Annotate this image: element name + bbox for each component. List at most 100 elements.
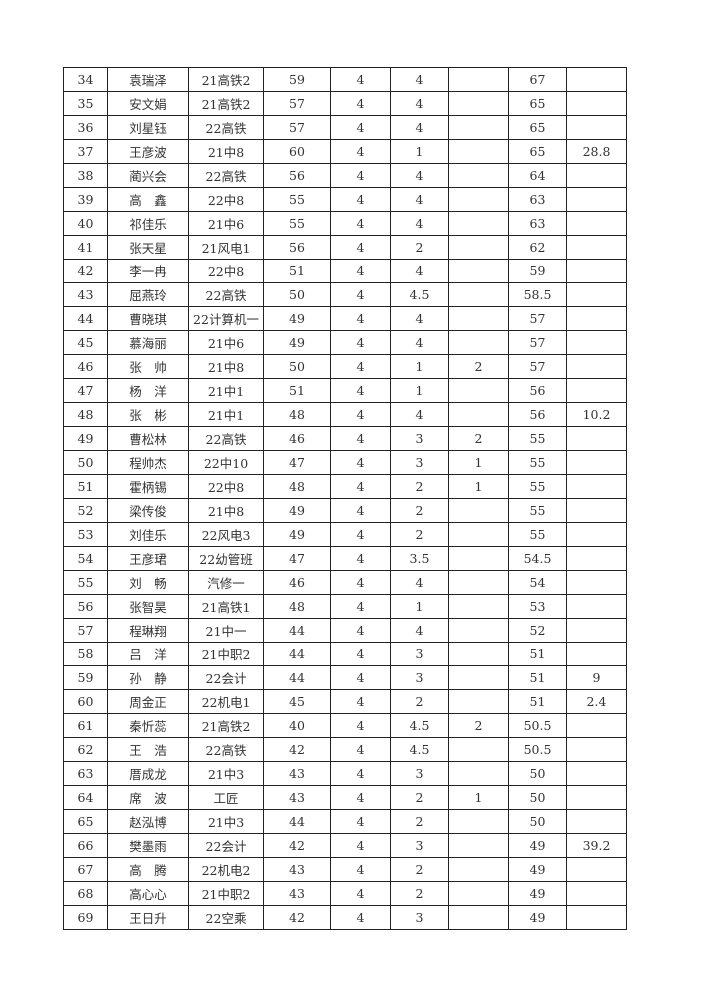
score-c-cell: 2 <box>390 785 449 811</box>
score-c-cell: 2 <box>390 521 449 547</box>
total-cell: 55 <box>508 521 567 547</box>
score-c-cell: 2 <box>390 234 449 260</box>
score-d-cell <box>448 330 509 356</box>
score-d-cell: 1 <box>448 450 509 475</box>
extra-cell <box>566 904 627 930</box>
score-b-cell: 4 <box>330 833 391 858</box>
table-row: 66 樊墨雨 22会计 42 4 3 49 39.2 <box>63 833 627 858</box>
rank-cell: 46 <box>63 354 108 380</box>
class-cell: 21中职2 <box>188 641 264 667</box>
score-d-cell <box>448 904 509 930</box>
score-b-cell: 4 <box>330 521 391 547</box>
score-c-cell: 4 <box>390 258 449 284</box>
rank-cell: 50 <box>63 450 108 475</box>
name-cell: 王 浩 <box>107 737 189 763</box>
table-row: 36 刘星钰 22高铁 57 4 4 65 <box>63 114 627 140</box>
table-row: 64 席 波工匠 43 4 2 1 50 <box>63 785 627 811</box>
score-d-cell: 2 <box>448 713 509 739</box>
name-cell: 慕海丽 <box>107 330 189 356</box>
name-cell: 曹晓琪 <box>107 306 189 332</box>
name-cell: 高心心 <box>107 880 189 906</box>
score-a-cell: 43 <box>263 856 331 882</box>
class-cell: 22中8 <box>188 258 264 284</box>
class-cell: 21中3 <box>188 761 264 787</box>
name-cell: 刘星钰 <box>107 114 189 140</box>
score-d-cell <box>448 856 509 882</box>
extra-cell <box>566 282 627 308</box>
rank-cell: 40 <box>63 210 108 236</box>
score-a-cell: 44 <box>263 617 331 643</box>
score-d-cell <box>448 162 509 188</box>
score-b-cell: 4 <box>330 904 391 930</box>
total-cell: 51 <box>508 641 567 667</box>
score-d-cell <box>448 569 509 595</box>
extra-cell <box>566 785 627 811</box>
score-c-cell: 1 <box>390 593 449 619</box>
total-cell: 54.5 <box>508 545 567 571</box>
score-b-cell: 4 <box>330 880 391 906</box>
class-cell: 22中8 <box>188 186 264 212</box>
score-a-cell: 43 <box>263 785 331 811</box>
total-cell: 50.5 <box>508 737 567 763</box>
score-b-cell: 4 <box>330 737 391 763</box>
score-a-cell: 48 <box>263 473 331 499</box>
score-c-cell: 4.5 <box>390 282 449 308</box>
name-cell: 刘 畅 <box>107 569 189 595</box>
score-a-cell: 44 <box>263 641 331 667</box>
table-row: 38 蔺兴会 22高铁 56 4 4 64 <box>63 162 627 188</box>
class-cell: 21中1 <box>188 378 264 404</box>
class-cell: 22中8 <box>188 473 264 499</box>
score-b-cell: 4 <box>330 138 391 164</box>
name-cell: 赵泓博 <box>107 809 189 834</box>
score-b-cell: 4 <box>330 785 391 811</box>
score-a-cell: 44 <box>263 809 331 834</box>
class-cell: 21中8 <box>188 497 264 523</box>
total-cell: 65 <box>508 90 567 116</box>
score-a-cell: 46 <box>263 569 331 595</box>
name-cell: 曹松林 <box>107 426 189 451</box>
score-c-cell: 2 <box>390 856 449 882</box>
table-row: 54 王彦珺 22幼管班 47 4 3.5 54.5 <box>63 545 627 571</box>
score-c-cell: 4.5 <box>390 737 449 763</box>
table-row: 35 安文娟 21高铁2 57 4 4 65 <box>63 90 627 116</box>
score-a-cell: 49 <box>263 497 331 523</box>
score-a-cell: 49 <box>263 306 331 332</box>
table-body: 34 袁瑞泽 21高铁2 59 4 4 67 35 安文娟 21高铁2 57 4 4 65 36 刘星钰 22高… <box>63 67 627 930</box>
total-cell: 49 <box>508 904 567 930</box>
class-cell: 22中10 <box>188 450 264 475</box>
score-a-cell: 57 <box>263 90 331 116</box>
rank-cell: 37 <box>63 138 108 164</box>
score-c-cell: 4 <box>390 569 449 595</box>
score-b-cell: 4 <box>330 258 391 284</box>
score-a-cell: 55 <box>263 186 331 212</box>
rank-cell: 57 <box>63 617 108 643</box>
rank-cell: 42 <box>63 258 108 284</box>
score-c-cell: 3 <box>390 904 449 930</box>
total-cell: 55 <box>508 497 567 523</box>
name-cell: 王彦珺 <box>107 545 189 571</box>
score-b-cell: 4 <box>330 617 391 643</box>
class-cell: 21中3 <box>188 809 264 834</box>
class-cell: 22幼管班 <box>188 545 264 571</box>
total-cell: 49 <box>508 856 567 882</box>
name-cell: 吕 洋 <box>107 641 189 667</box>
score-a-cell: 47 <box>263 450 331 475</box>
rank-cell: 41 <box>63 234 108 260</box>
score-b-cell: 4 <box>330 665 391 691</box>
score-a-cell: 51 <box>263 258 331 284</box>
total-cell: 65 <box>508 114 567 140</box>
extra-cell <box>566 497 627 523</box>
score-d-cell <box>448 234 509 260</box>
score-d-cell <box>448 545 509 571</box>
score-b-cell: 4 <box>330 402 391 428</box>
extra-cell <box>566 90 627 116</box>
score-a-cell: 56 <box>263 162 331 188</box>
total-cell: 50 <box>508 809 567 834</box>
score-c-cell: 2 <box>390 809 449 834</box>
score-d-cell <box>448 378 509 404</box>
score-a-cell: 55 <box>263 210 331 236</box>
score-d-cell <box>448 593 509 619</box>
name-cell: 张天星 <box>107 234 189 260</box>
class-cell: 22高铁 <box>188 737 264 763</box>
score-b-cell: 4 <box>330 282 391 308</box>
